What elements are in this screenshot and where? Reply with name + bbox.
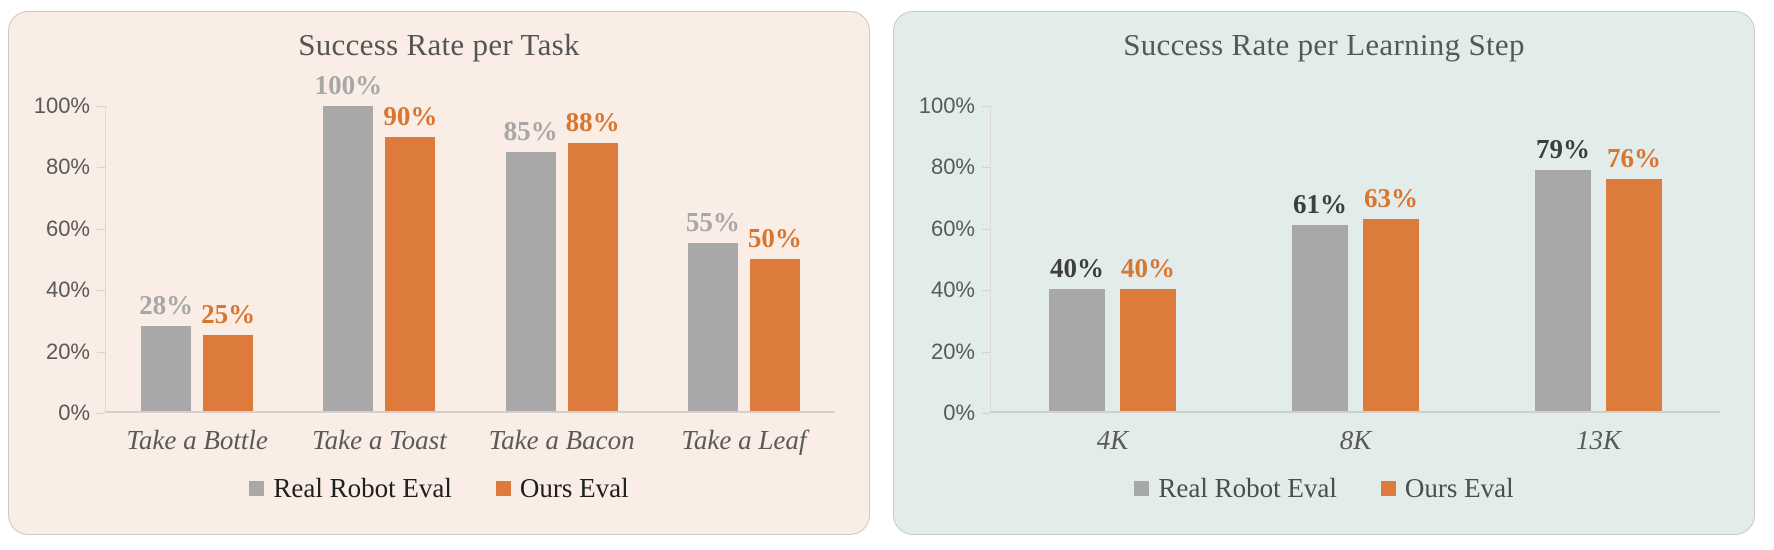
legend-label: Ours Eval [1404,473,1514,503]
y-axis-tick-mark [982,106,990,107]
legend-swatch-real-robot-eval [249,481,265,496]
x-axis-label-take-a-bacon: Take a Bacon [488,425,635,455]
bar-real-robot-eval-13k: 79% [1535,136,1591,411]
chart-card-success-rate-per-learning-step: Success Rate per Learning Step 100% 80% 60… [893,11,1755,535]
bar-value-label: 88% [565,106,620,137]
legend-swatch-ours-eval [1380,481,1396,496]
y-axis-tick-mark [982,228,990,230]
x-axis-label-13k: 13K [1575,425,1622,455]
bar-group-take-a-toast: 100% 90% Take a Toast [312,72,447,456]
bar-value-label: 25% [201,298,256,329]
bar-ours-eval-8k: 63% [1363,184,1419,411]
legend-item-real-robot-eval: Real Robot Eval [1134,473,1337,504]
chart-card-success-rate-per-task: Success Rate per Task 100% 80% 60% 40% 20% 0%… [8,11,870,535]
bar-real-robot-eval-take-a-bacon: 85% [504,117,558,411]
x-axis-label-take-a-bottle: Take a Bottle [126,425,268,455]
bar-value-label: 63% [1364,182,1418,213]
legend-swatch-ours-eval [495,481,511,496]
legend-item-ours-eval: Ours Eval [1380,473,1514,504]
y-axis-tick-label: 20% [45,338,90,364]
y-axis-tick-label: 60% [45,215,90,241]
bar-real-robot-eval-8k: 61% [1292,190,1348,411]
bar-value-label: 40% [1121,253,1175,283]
bar-pair: 85% 88% [504,106,620,411]
legend-swatch-real-robot-eval [1134,481,1150,496]
y-axis-tick-label: 0% [58,400,90,425]
y-axis-tick-mark [97,290,105,292]
bar-group-take-a-leaf: 55% 50% Take a Leaf [681,106,806,455]
y-axis-tick-mark [97,167,105,169]
bar-ours-eval-take-a-toast: 90% [383,102,437,411]
y-axis-tick-label: 0% [943,400,975,425]
y-axis-tick-label: 20% [930,338,975,364]
y-axis-tick-mark [97,106,105,107]
chart-body: 100% 80% 60% 40% 20% 0% 28% 25% Take a Bottle 10… [9,72,869,456]
bar-pair: 28% 25% [139,106,255,411]
y-axis-tick-mark [982,290,990,292]
y-axis: 100% 80% 60% 40% 20% 0% [894,95,990,424]
bar-pair: 79% 76% [1535,106,1662,411]
bar-real-robot-eval-take-a-bottle: 28% [139,291,193,411]
bar-ours-eval-4k: 40% [1120,255,1176,411]
y-axis-tick-mark [97,228,105,230]
x-axis-label-4k: 4K [1096,425,1129,455]
x-axis-label-take-a-leaf: Take a Leaf [681,425,807,455]
bar-pair: 100% 90% [315,72,437,411]
y-axis-tick-label: 100% [918,93,975,118]
y-axis-tick-mark [982,413,990,414]
bar-value-label: 40% [1050,253,1104,283]
bar-pair: 55% 50% [686,106,802,411]
bar-real-robot-eval-4k: 40% [1049,255,1105,411]
y-axis-tick-label: 60% [930,215,975,241]
y-axis-tick-label: 100% [33,93,90,118]
bar-pair: 61% 63% [1292,106,1419,411]
y-axis-tick-label: 40% [45,277,90,303]
bar-value-label: 100% [314,70,383,100]
y-axis-tick-mark [982,167,990,169]
bar-ours-eval-take-a-bottle: 25% [201,300,255,411]
bar-pair: 40% 40% [1049,106,1176,411]
legend-item-real-robot-eval: Real Robot Eval [249,473,452,504]
bar-value-label: 50% [747,222,802,253]
chart-body: 100% 80% 60% 40% 20% 0% 40% 40% 4K 61% 63% 8K 79% 76… [894,95,1754,455]
bar-value-label: 55% [685,207,740,238]
bar-real-robot-eval-take-a-leaf: 55% [686,209,740,411]
bar-real-robot-eval-take-a-toast: 100% [315,72,382,411]
y-axis-tick-mark [982,351,990,353]
chart-title: Success Rate per Task [298,27,580,62]
y-axis-tick-label: 40% [930,277,975,303]
bar-group-13k: 79% 76% 13K [1535,106,1662,455]
y-axis-tick-mark [97,351,105,353]
bar-value-label: 76% [1607,143,1661,174]
chart-title: Success Rate per Learning Step [1123,27,1525,62]
legend: Real Robot Eval Ours Eval [9,473,869,504]
bar-value-label: 28% [139,289,194,320]
y-axis-tick-mark [97,413,105,414]
bar-value-label: 79% [1536,134,1590,165]
bar-ours-eval-13k: 76% [1606,145,1662,411]
legend: Real Robot Eval Ours Eval [894,473,1754,504]
x-axis-label-take-a-toast: Take a Toast [312,425,447,455]
y-axis-tick-label: 80% [930,154,975,180]
x-axis-label-8k: 8K [1339,425,1372,455]
legend-label: Real Robot Eval [1158,473,1337,503]
bar-value-label: 85% [503,115,558,146]
bar-group-4k: 40% 40% 4K [1049,106,1176,455]
y-axis: 100% 80% 60% 40% 20% 0% [9,95,105,424]
bar-ours-eval-take-a-bacon: 88% [566,108,620,411]
plot-area: 40% 40% 4K 61% 63% 8K 79% 76% 13K [990,106,1720,455]
legend-item-ours-eval: Ours Eval [495,473,629,504]
plot-area: 28% 25% Take a Bottle 100% 90% Take a Toast 85… [105,72,835,456]
bar-value-label: 61% [1293,188,1347,219]
legend-label: Real Robot Eval [273,473,452,503]
bar-group-take-a-bacon: 85% 88% Take a Bacon [489,106,635,455]
bar-value-label: 90% [383,100,438,131]
bar-ours-eval-take-a-leaf: 50% [748,224,802,411]
legend-label: Ours Eval [519,473,629,503]
y-axis-tick-label: 80% [45,154,90,180]
bar-group-8k: 61% 63% 8K [1292,106,1419,455]
bar-group-take-a-bottle: 28% 25% Take a Bottle [126,106,268,455]
